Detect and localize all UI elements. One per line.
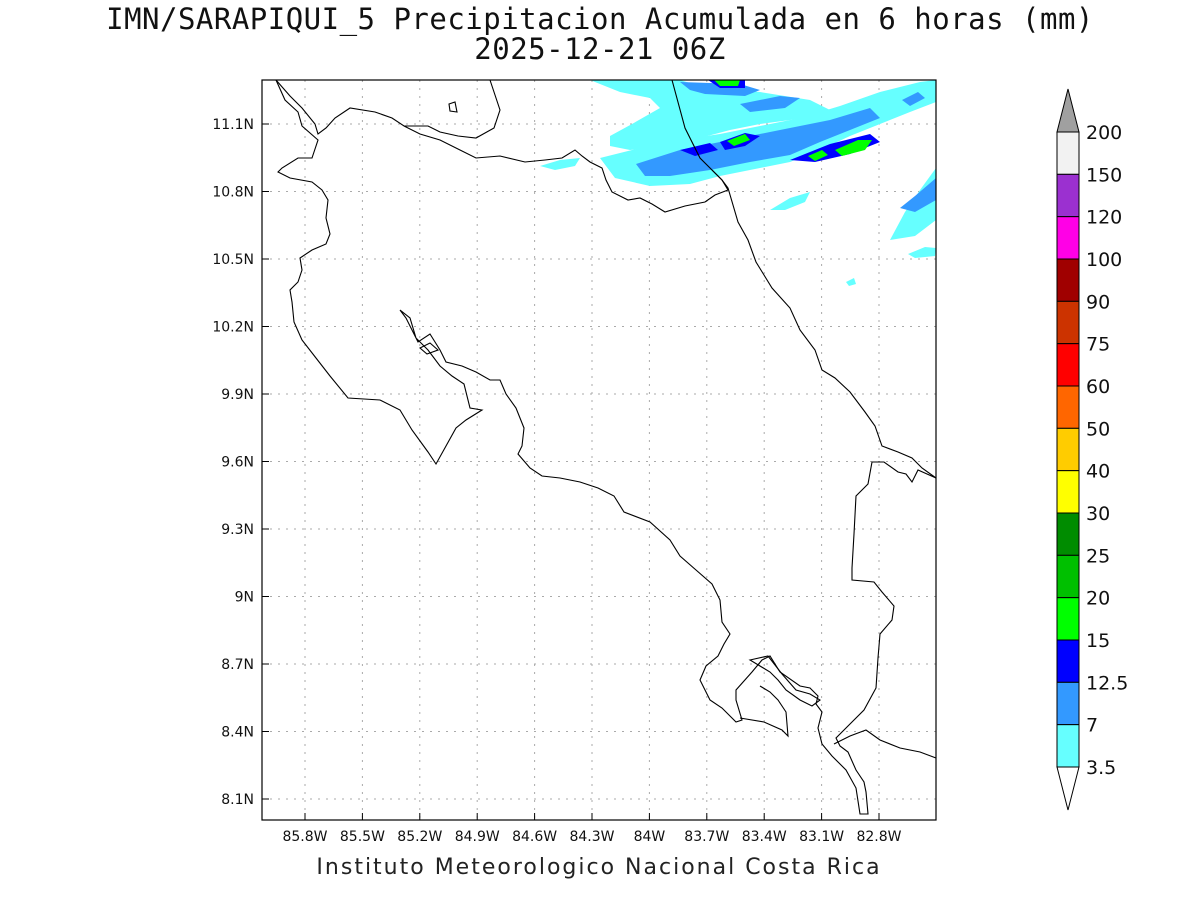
lon-tick-label: 85.5W: [340, 829, 385, 845]
colorbar: 200 150 120 100 90 75 60 50 40 30 25 20 15 12.5 7 3.5: [1056, 88, 1128, 811]
colorbar-label: 60: [1086, 376, 1110, 398]
colorbar-swatch: [1056, 343, 1080, 387]
colorbar-label: 50: [1086, 418, 1110, 440]
colorbar-swatch: [1056, 554, 1080, 599]
lat-tick-label: 10.2N: [212, 320, 254, 336]
colorbar-swatch: [1056, 512, 1080, 556]
lon-tick-label: 82.8W: [856, 829, 901, 845]
lat-tick-label: 10.5N: [212, 252, 254, 268]
colorbar-bottom-arrow: [1056, 766, 1080, 811]
colorbar-swatch: [1056, 216, 1080, 260]
lon-tick-label: 84.9W: [455, 829, 500, 845]
lon-tick-label: 84W: [634, 829, 666, 845]
lat-tick-label: 9.3N: [221, 522, 254, 538]
colorbar-swatch: [1056, 427, 1080, 472]
colorbar-label: 100: [1086, 249, 1122, 271]
lat-tick-label: 8.1N: [221, 792, 254, 808]
map-subtitle: 2025-12-21 06Z: [474, 32, 726, 66]
colorbar-label: 30: [1086, 503, 1110, 525]
latitude-axis: 11.1N 10.8N 10.5N 10.2N 9.9N 9.6N 9.3N 9N 8.7N 8.…: [212, 117, 269, 808]
colorbar-label: 3.5: [1086, 757, 1116, 779]
colorbar-swatch: [1056, 470, 1080, 514]
colorbar-swatch: [1056, 258, 1080, 302]
colorbar-label: 40: [1086, 461, 1110, 483]
map-grid: [262, 80, 936, 820]
lat-tick-label: 9N: [235, 590, 254, 606]
lon-tick-label: 84.6W: [512, 829, 557, 845]
colorbar-swatch: [1056, 597, 1080, 641]
colorbar-label: 25: [1086, 545, 1110, 567]
lat-tick-label: 9.9N: [221, 387, 254, 403]
colorbar-label: 200: [1086, 122, 1122, 144]
lat-tick-label: 11.1N: [212, 117, 254, 133]
lon-tick-label: 83.1W: [799, 829, 844, 845]
lon-tick-label: 83.7W: [684, 829, 729, 845]
lat-tick-label: 8.7N: [221, 657, 254, 673]
colorbar-label: 7: [1086, 715, 1098, 737]
colorbar-swatch: [1056, 385, 1080, 429]
colorbar-swatch: [1056, 173, 1080, 218]
colorbar-label: 150: [1086, 164, 1122, 186]
colorbar-label: 120: [1086, 207, 1122, 229]
colorbar-swatch: [1056, 300, 1080, 345]
lon-tick-label: 85.2W: [397, 829, 442, 845]
colorbar-label: 15: [1086, 630, 1110, 652]
precipitation-field: [540, 80, 936, 286]
coastline: [275, 79, 937, 815]
colorbar-top-arrow: [1056, 88, 1080, 133]
lon-tick-label: 85.8W: [282, 829, 327, 845]
colorbar-swatch: [1056, 724, 1080, 768]
colorbar-label: 12.5: [1086, 672, 1128, 694]
colorbar-swatch: [1056, 681, 1080, 726]
lon-tick-label: 84.3W: [569, 829, 614, 845]
colorbar-label: 75: [1086, 334, 1110, 356]
map-frame: [261, 79, 937, 821]
lat-tick-label: 8.4N: [221, 725, 254, 741]
longitude-axis: 85.8W 85.5W 85.2W 84.9W 84.6W 84.3W 84W 83.7W 83…: [282, 813, 902, 845]
lat-tick-label: 10.8N: [212, 185, 254, 201]
colorbar-label: 90: [1086, 291, 1110, 313]
credit-text: Instituto Meteorologico Nacional Costa R…: [316, 855, 882, 880]
colorbar-swatch: [1056, 131, 1080, 175]
map-title: IMN/SARAPIQUI_5 Precipitacion Acumulada …: [106, 2, 1094, 36]
lat-tick-label: 9.6N: [221, 455, 254, 471]
colorbar-label: 20: [1086, 588, 1110, 610]
lon-tick-label: 83.4W: [742, 829, 787, 845]
colorbar-swatch: [1056, 639, 1080, 683]
